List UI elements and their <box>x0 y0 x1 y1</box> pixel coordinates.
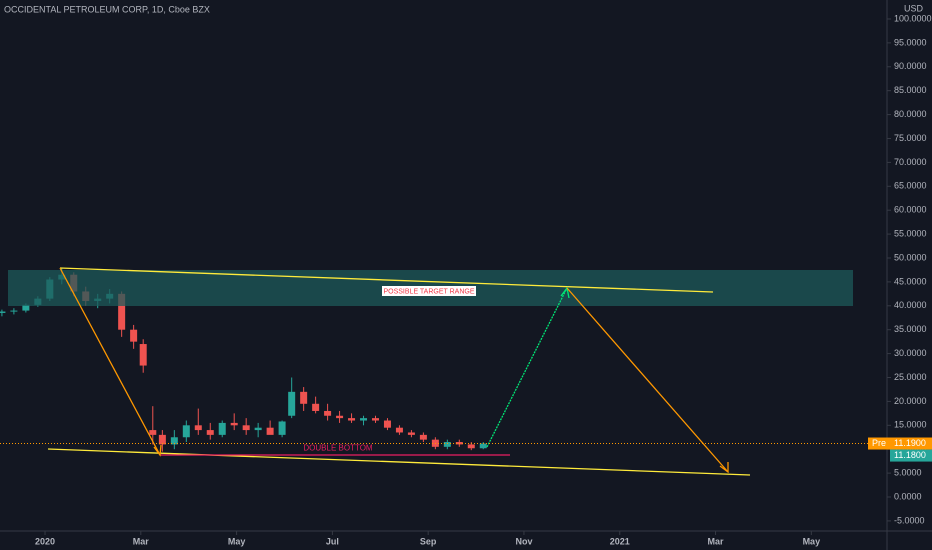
y-tick-label: 45.0000 <box>894 276 927 286</box>
candle-body <box>266 427 274 435</box>
x-tick-label: Nov <box>515 536 532 546</box>
candle-body <box>395 427 403 433</box>
x-tick-label: Sep <box>420 536 437 546</box>
y-tick-label: 55.0000 <box>894 228 927 238</box>
candle-body <box>242 425 250 431</box>
candle-body <box>371 418 379 421</box>
candle-body <box>149 430 157 435</box>
candle-body <box>300 391 308 404</box>
candle-body <box>170 437 178 445</box>
annotation-box <box>382 286 476 296</box>
arrow <box>566 287 729 473</box>
candle-body <box>218 422 226 435</box>
pre-price-box <box>890 449 932 462</box>
x-tick-label: Mar <box>133 536 150 546</box>
candle-body <box>230 422 238 426</box>
candle-body <box>312 403 320 411</box>
arrow <box>59 267 161 456</box>
annotation: POSSIBLE TARGET RANGE <box>383 288 474 295</box>
chart-title: OCCIDENTAL PETROLEUM CORP, 1D, Cboe BZX <box>4 4 210 14</box>
x-tick-label: May <box>803 536 821 546</box>
pre-price-label: 11.1800 <box>894 450 926 460</box>
y-tick-label: 75.0000 <box>894 133 927 143</box>
y-tick-label: 65.0000 <box>894 181 927 191</box>
candle-body <box>0 311 6 313</box>
candle-body <box>467 444 475 449</box>
y-tick-label: 25.0000 <box>894 372 927 382</box>
x-tick-label: 2020 <box>35 536 55 546</box>
x-tick-label: Mar <box>708 536 725 546</box>
candle-body <box>407 432 415 435</box>
arrow-head <box>153 444 162 457</box>
y-tick-label: 50.0000 <box>894 252 927 262</box>
candle-body <box>288 391 296 416</box>
y-tick-label: 85.0000 <box>894 85 927 95</box>
arrow <box>486 287 568 448</box>
candle-body <box>360 418 368 421</box>
x-tick-label: Jul <box>326 536 339 546</box>
y-tick-label: -5.0000 <box>894 515 925 525</box>
y-tick-label: 60.0000 <box>894 205 927 215</box>
arrow-head <box>719 462 729 474</box>
candle-body <box>254 427 262 431</box>
y-tick-label: 70.0000 <box>894 157 927 167</box>
candle-body <box>336 415 344 419</box>
x-tick-label: May <box>228 536 246 546</box>
candle-body <box>479 443 487 449</box>
y-tick-label: 15.0000 <box>894 420 927 430</box>
candle-body <box>118 293 126 330</box>
candle-body <box>158 434 166 445</box>
y-tick-label: 20.0000 <box>894 396 927 406</box>
candle-body <box>130 329 138 342</box>
last-price-box <box>868 437 932 450</box>
candle-body <box>383 420 391 428</box>
candle-body <box>139 344 147 366</box>
annotation: DOUBLE BOTTOM <box>303 444 373 453</box>
x-tick-label: 2021 <box>610 536 630 546</box>
last-price-tag: Pre <box>872 438 886 448</box>
last-price-label: 11.1900 <box>894 438 926 448</box>
y-tick-label: 5.0000 <box>894 467 922 477</box>
y-tick-label: 100.0000 <box>894 13 932 23</box>
candle-body <box>182 425 190 438</box>
y-tick-label: 0.0000 <box>894 491 922 501</box>
y-tick-label: 35.0000 <box>894 324 927 334</box>
candle-body <box>324 410 332 416</box>
candle-body <box>10 310 18 312</box>
candle-body <box>419 434 427 440</box>
candle-body <box>194 425 202 431</box>
y-tick-label: 90.0000 <box>894 61 927 71</box>
candle-body <box>348 418 356 421</box>
candle-body <box>443 442 451 447</box>
candle-body <box>278 421 286 435</box>
y-tick-label: 95.0000 <box>894 37 927 47</box>
y-tick-label: 40.0000 <box>894 300 927 310</box>
candle-body <box>22 304 30 311</box>
currency-label: USD <box>904 3 924 13</box>
y-tick-label: 80.0000 <box>894 109 927 119</box>
y-tick-label: 30.0000 <box>894 348 927 358</box>
candle-body <box>206 430 214 435</box>
trend-line <box>59 267 714 293</box>
trend-line <box>47 448 751 476</box>
